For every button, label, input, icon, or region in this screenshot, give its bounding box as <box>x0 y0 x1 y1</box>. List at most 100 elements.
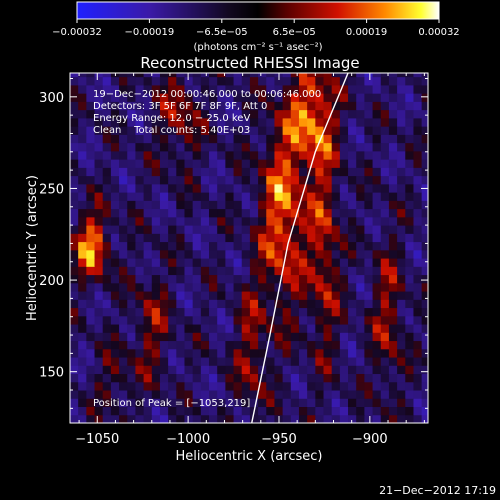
heatmap-cell <box>274 159 284 168</box>
heatmap-cell <box>331 200 341 210</box>
heatmap-cell <box>397 348 406 358</box>
heatmap-cell <box>70 332 79 342</box>
heatmap-cell <box>78 414 87 423</box>
heatmap-cell <box>143 340 153 350</box>
heatmap-cell <box>397 225 406 234</box>
heatmap-cell <box>102 216 112 226</box>
heatmap-cell <box>249 414 259 423</box>
heatmap-cell <box>159 175 169 185</box>
heatmap-cell <box>380 134 390 144</box>
heatmap-cell <box>364 142 374 152</box>
x-tick-label: −900 <box>352 432 388 447</box>
heatmap-cell <box>298 192 308 201</box>
heatmap-cell <box>209 159 218 168</box>
heatmap-cell <box>282 307 292 317</box>
heatmap-cell <box>176 299 185 309</box>
heatmap-cell <box>388 324 398 333</box>
heatmap-cell <box>323 73 333 78</box>
heatmap-cell <box>184 167 194 177</box>
heatmap-cell <box>397 398 406 408</box>
heatmap-cell <box>86 332 96 342</box>
heatmap-cell <box>290 324 300 333</box>
heatmap-cell <box>372 357 382 366</box>
heatmap-cell <box>184 414 194 423</box>
heatmap-cell <box>331 233 341 243</box>
heatmap-cell <box>110 101 120 111</box>
heatmap-cell <box>307 241 316 251</box>
heatmap-cell <box>110 150 120 160</box>
heatmap-cell <box>388 266 398 276</box>
heatmap-cell <box>249 208 259 218</box>
heatmap-cell <box>364 299 374 309</box>
heatmap-cell <box>405 73 414 78</box>
heatmap-cell <box>413 192 423 201</box>
heatmap-cell <box>176 365 185 375</box>
heatmap-cell <box>176 241 185 251</box>
heatmap-cell <box>151 390 161 399</box>
heatmap-cell <box>233 183 243 193</box>
heatmap-cell <box>102 390 112 399</box>
heatmap-cell <box>282 101 292 111</box>
heatmap-cell <box>298 183 308 193</box>
heatmap-cell <box>258 324 267 333</box>
heatmap-cell <box>184 340 194 350</box>
heatmap-cell <box>421 76 428 86</box>
heatmap-cell <box>372 216 382 226</box>
heatmap-cell <box>380 216 390 226</box>
heatmap-cell <box>397 414 406 423</box>
heatmap-cell <box>127 109 136 119</box>
heatmap-cell <box>266 225 275 234</box>
heatmap-cell <box>241 249 251 259</box>
heatmap-cell <box>380 150 390 160</box>
heatmap-cell <box>331 324 341 333</box>
heatmap-cell <box>86 142 96 152</box>
heatmap-cell <box>110 291 120 300</box>
heatmap-cell <box>274 167 284 177</box>
heatmap-cell <box>86 167 96 177</box>
heatmap-cell <box>380 126 390 135</box>
heatmap-cell <box>200 192 210 201</box>
heatmap-cell <box>192 84 202 94</box>
heatmap-cell <box>200 93 210 102</box>
heatmap-cell <box>102 208 112 218</box>
heatmap-cell <box>225 282 235 292</box>
heatmap-cell <box>249 315 259 325</box>
heatmap-cell <box>388 76 398 86</box>
heatmap-cell <box>421 390 428 399</box>
heatmap-cell <box>258 216 267 226</box>
heatmap-cell <box>135 406 145 416</box>
heatmap-cell <box>298 134 308 144</box>
heatmap-cell <box>339 159 349 168</box>
heatmap-cell <box>372 167 382 177</box>
heatmap-cell <box>86 225 96 234</box>
heatmap-cell <box>192 142 202 152</box>
heatmap-cell <box>380 175 390 185</box>
colorbar-ticks <box>76 19 440 23</box>
heatmap-cell <box>233 76 243 86</box>
heatmap-cell <box>380 117 390 127</box>
heatmap-cell <box>331 398 341 408</box>
heatmap-cell <box>176 208 185 218</box>
heatmap-cell <box>307 291 316 300</box>
heatmap-cell <box>209 274 218 284</box>
heatmap-cell <box>421 175 428 185</box>
heatmap-cell <box>217 208 226 218</box>
heatmap-cell <box>249 150 259 160</box>
heatmap-cell <box>168 101 177 111</box>
heatmap-cell <box>348 249 357 259</box>
heatmap-cell <box>135 390 145 399</box>
heatmap-cell <box>102 324 112 333</box>
heatmap-cell <box>356 398 365 408</box>
heatmap-cell <box>348 183 357 193</box>
heatmap-cell <box>110 200 120 210</box>
heatmap-cell <box>135 357 145 366</box>
heatmap-cell <box>315 365 325 375</box>
heatmap-cell <box>209 398 218 408</box>
heatmap-cell <box>323 266 333 276</box>
annotation-time-range: 19−Dec−2012 00:00:46.000 to 00:06:46.000 <box>93 89 321 100</box>
heatmap-cell <box>364 390 374 399</box>
heatmap-cell <box>217 266 226 276</box>
heatmap-cell <box>331 84 341 94</box>
heatmap-cell <box>143 84 153 94</box>
heatmap-cell <box>298 324 308 333</box>
